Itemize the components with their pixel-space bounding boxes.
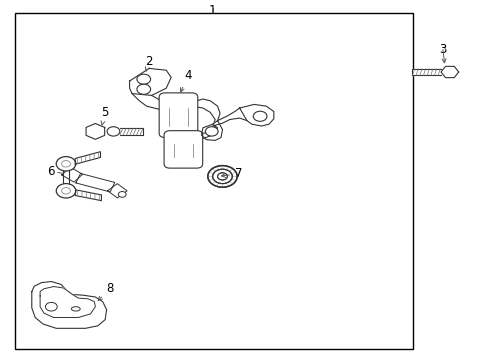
Polygon shape: [107, 184, 127, 198]
FancyBboxPatch shape: [159, 93, 197, 138]
Circle shape: [56, 184, 76, 198]
Text: 3: 3: [438, 43, 446, 56]
FancyBboxPatch shape: [163, 131, 202, 168]
Circle shape: [61, 161, 70, 167]
Circle shape: [212, 169, 232, 184]
Polygon shape: [76, 174, 115, 192]
Polygon shape: [411, 69, 440, 75]
Circle shape: [118, 192, 126, 197]
Circle shape: [137, 84, 150, 94]
Circle shape: [107, 127, 120, 136]
Circle shape: [207, 166, 237, 187]
Text: 8: 8: [98, 282, 114, 300]
Text: 7: 7: [221, 167, 242, 180]
Polygon shape: [440, 66, 458, 78]
Polygon shape: [32, 282, 106, 328]
Ellipse shape: [71, 307, 80, 311]
Circle shape: [253, 111, 266, 121]
Circle shape: [137, 74, 150, 84]
Polygon shape: [75, 152, 101, 164]
Polygon shape: [75, 190, 101, 201]
Circle shape: [61, 188, 70, 194]
Text: 2: 2: [145, 55, 153, 71]
Circle shape: [217, 173, 227, 180]
Text: 4: 4: [180, 69, 192, 92]
Text: 6: 6: [47, 165, 55, 177]
Polygon shape: [40, 287, 95, 318]
Polygon shape: [132, 94, 222, 140]
Text: 1: 1: [208, 4, 216, 17]
Circle shape: [56, 157, 76, 171]
Polygon shape: [129, 68, 171, 95]
Circle shape: [45, 302, 57, 311]
Polygon shape: [239, 104, 273, 126]
Bar: [15, 13, 412, 349]
Text: 5: 5: [101, 106, 109, 125]
Polygon shape: [201, 121, 222, 140]
Polygon shape: [86, 123, 104, 139]
Polygon shape: [61, 167, 82, 182]
Circle shape: [205, 127, 218, 136]
